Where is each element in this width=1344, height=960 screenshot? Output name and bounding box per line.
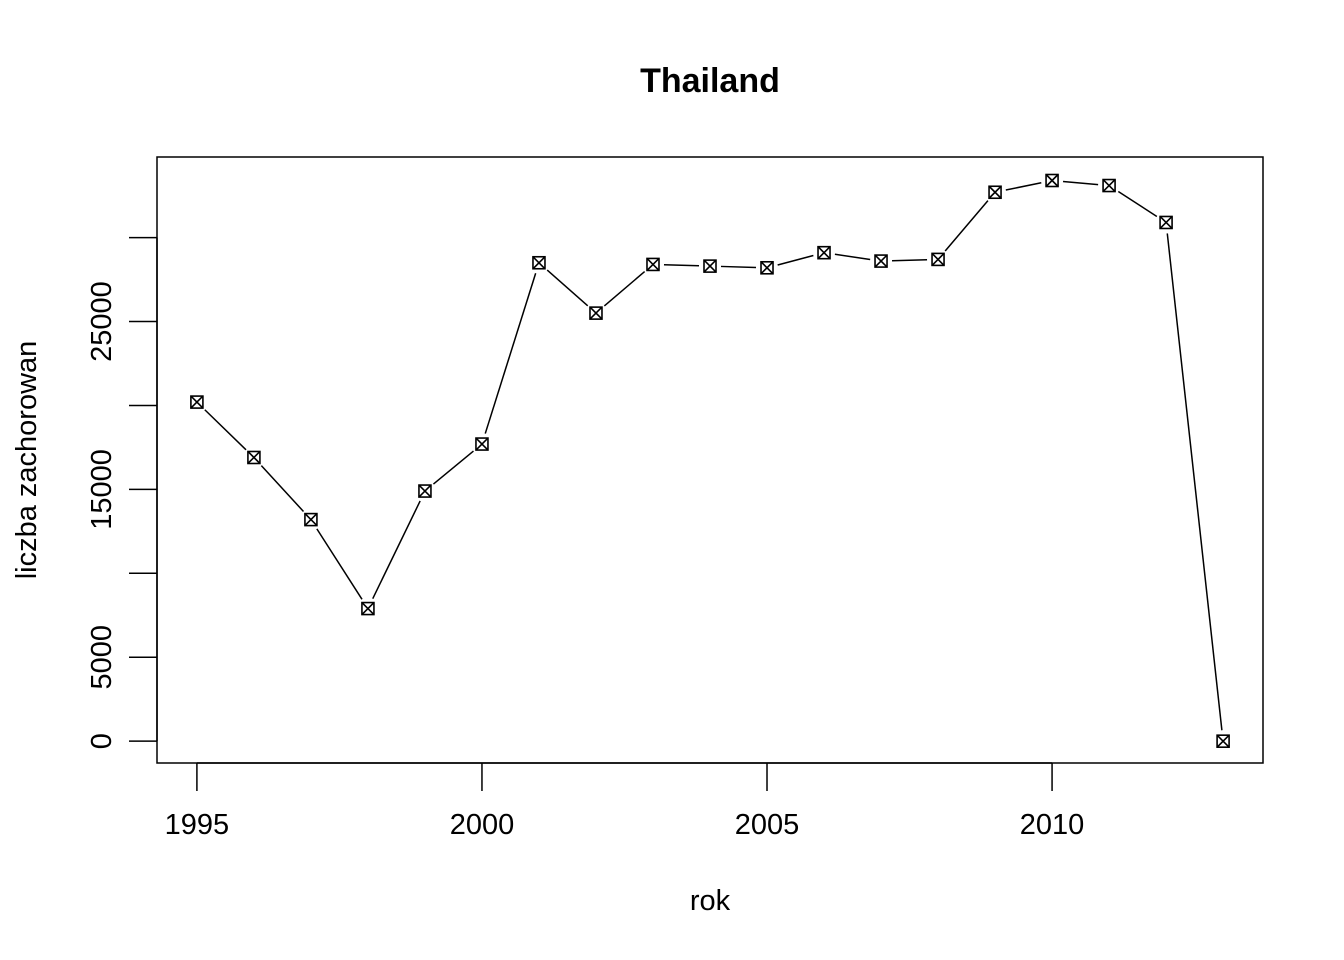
series-segment	[260, 465, 305, 512]
data-point	[703, 259, 717, 273]
y-tick-label: 15000	[86, 449, 118, 530]
data-point	[304, 512, 318, 527]
series-segment	[1166, 233, 1223, 731]
data-point	[874, 254, 888, 268]
data-point	[247, 450, 261, 465]
x-tick-label: 2010	[1020, 809, 1085, 841]
data-point	[1216, 734, 1230, 748]
data-point	[817, 245, 831, 260]
data-point	[361, 601, 375, 616]
data-point	[190, 395, 204, 409]
data-point	[931, 252, 945, 267]
x-tick-label: 2005	[735, 809, 800, 841]
series-segment	[484, 273, 537, 434]
data-point	[1102, 178, 1116, 193]
y-tick-label: 0	[86, 733, 118, 749]
x-tick-label: 1995	[165, 809, 230, 841]
data-point	[589, 306, 603, 320]
data-point	[1045, 173, 1059, 188]
series-segment	[1117, 190, 1158, 218]
series-segment	[834, 253, 871, 261]
data-point	[988, 185, 1002, 200]
data-point	[475, 437, 489, 451]
data-point	[646, 257, 660, 272]
y-tick-label: 5000	[86, 625, 118, 690]
y-tick-label: 25000	[86, 281, 118, 362]
data-point	[532, 255, 546, 270]
series-segment	[720, 265, 757, 269]
series-segment	[1062, 180, 1099, 186]
data-point	[760, 260, 774, 275]
series-segment	[603, 271, 646, 307]
series-segment	[777, 254, 814, 266]
series-segment	[372, 500, 421, 599]
data-point	[418, 484, 432, 498]
series-segment	[944, 200, 989, 252]
series-segment	[1005, 181, 1042, 191]
series-segment	[316, 528, 363, 600]
series-segment	[892, 258, 928, 262]
x-tick-label: 2000	[450, 809, 515, 841]
y-axis-label: liczba zachorowan	[11, 341, 43, 580]
data-point	[1159, 215, 1173, 230]
series-segment	[663, 264, 700, 267]
series-segment	[432, 450, 474, 485]
y-axis: 0 5000 15000 25000	[86, 236, 158, 749]
plot-frame	[156, 156, 1264, 764]
x-axis: 1995 2000 2005 2010	[165, 762, 1085, 841]
data-points	[190, 173, 1230, 748]
x-axis-label: rok	[690, 885, 731, 917]
series-line	[204, 180, 1223, 731]
series-segment	[204, 409, 247, 451]
chart-title: Thailand	[640, 62, 780, 100]
series-segment	[546, 269, 589, 307]
